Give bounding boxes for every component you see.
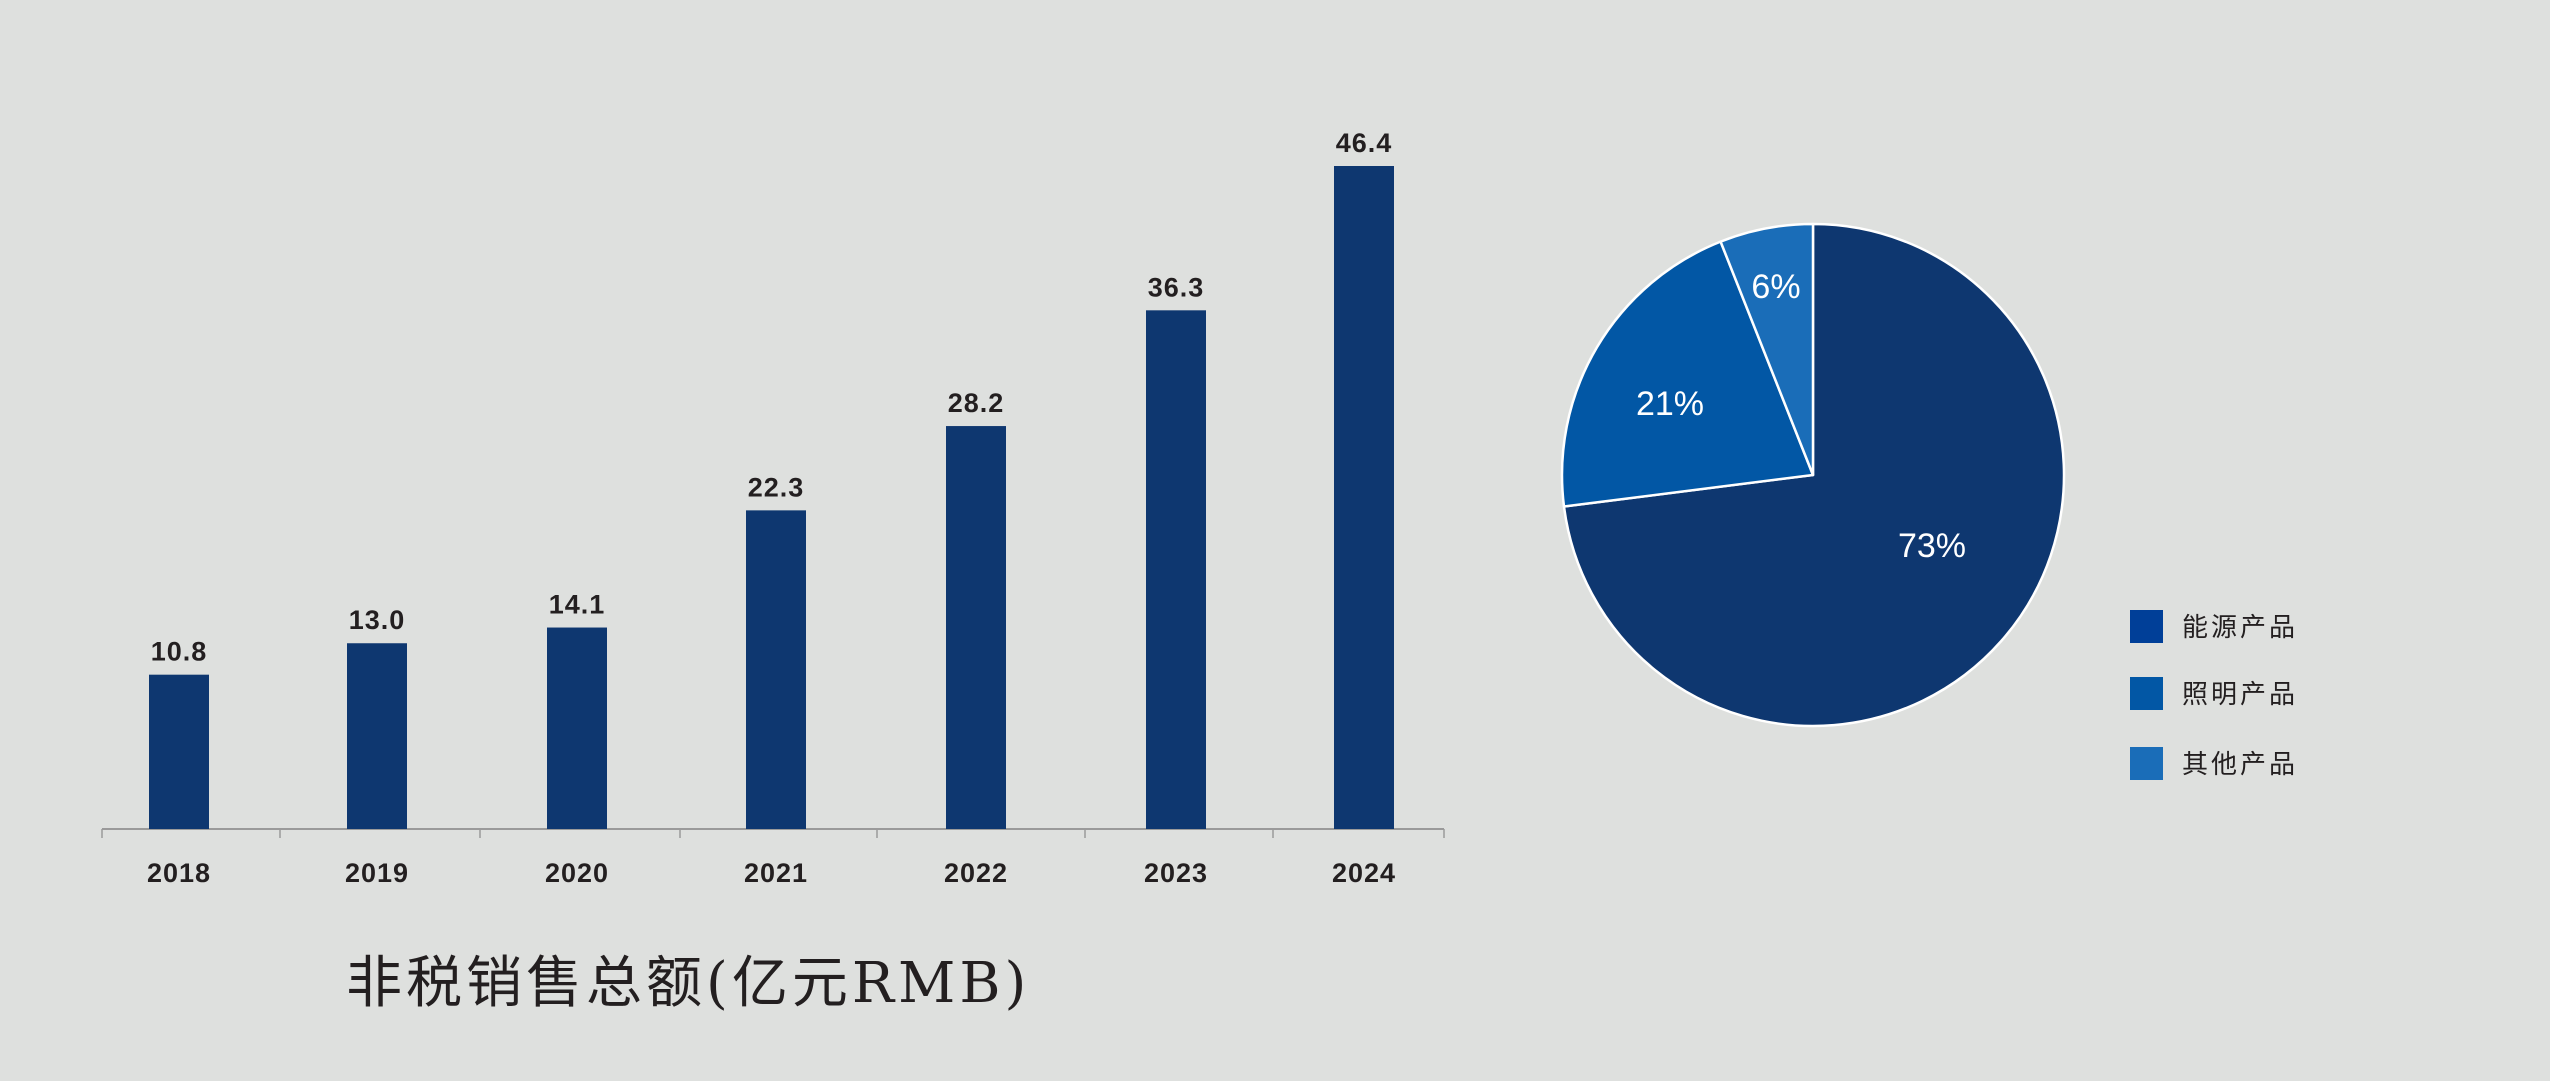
x-tick-label: 2019 — [345, 858, 409, 888]
bar-2023 — [1146, 310, 1206, 830]
pie-chart: 73% 21% 6% — [1560, 222, 2066, 728]
legend-label: 照明产品 — [2182, 680, 2298, 710]
legend-swatch — [2130, 677, 2163, 710]
bar-2018 — [149, 674, 209, 829]
x-tick-label: 2022 — [944, 858, 1008, 888]
x-tick-label: 2023 — [1144, 858, 1208, 888]
bar-2020 — [547, 627, 607, 829]
legend-label: 能源产品 — [2182, 613, 2298, 643]
pie-slice — [1719, 222, 1815, 477]
bar-2021 — [746, 510, 806, 829]
bar-chart: 10.8 2018 13.0 2019 14.1 2020 22.3 2021 28.2 2022… — [101, 128, 1445, 888]
bar-value-label: 10.8 — [151, 637, 208, 667]
bar-value-label: 46.4 — [1336, 128, 1393, 158]
bar-2019 — [347, 643, 407, 829]
bar-chart-title: 非税销售总额(亿元RMB) — [346, 951, 1030, 1016]
x-tick-label: 2020 — [545, 858, 609, 888]
x-tick-label: 2018 — [147, 858, 211, 888]
pie-slice — [1560, 240, 1815, 508]
bar-value-label: 28.2 — [948, 388, 1005, 418]
pie-slice-label: 6% — [1751, 268, 1800, 306]
bar-2024 — [1334, 166, 1394, 829]
bar-value-label: 36.3 — [1148, 272, 1205, 302]
bar-value-label: 13.0 — [349, 605, 406, 635]
bar-2022 — [946, 426, 1006, 829]
bar-value-label: 22.3 — [748, 472, 805, 502]
x-tick-label: 2021 — [744, 858, 808, 888]
legend-swatch — [2130, 610, 2163, 643]
pie-slice-label: 21% — [1636, 385, 1704, 423]
legend-swatch — [2130, 747, 2163, 780]
x-tick-label: 2024 — [1332, 858, 1396, 888]
pie-slice-label: 73% — [1898, 527, 1966, 565]
bar-value-label: 14.1 — [549, 590, 606, 620]
legend-label: 其他产品 — [2182, 750, 2298, 780]
